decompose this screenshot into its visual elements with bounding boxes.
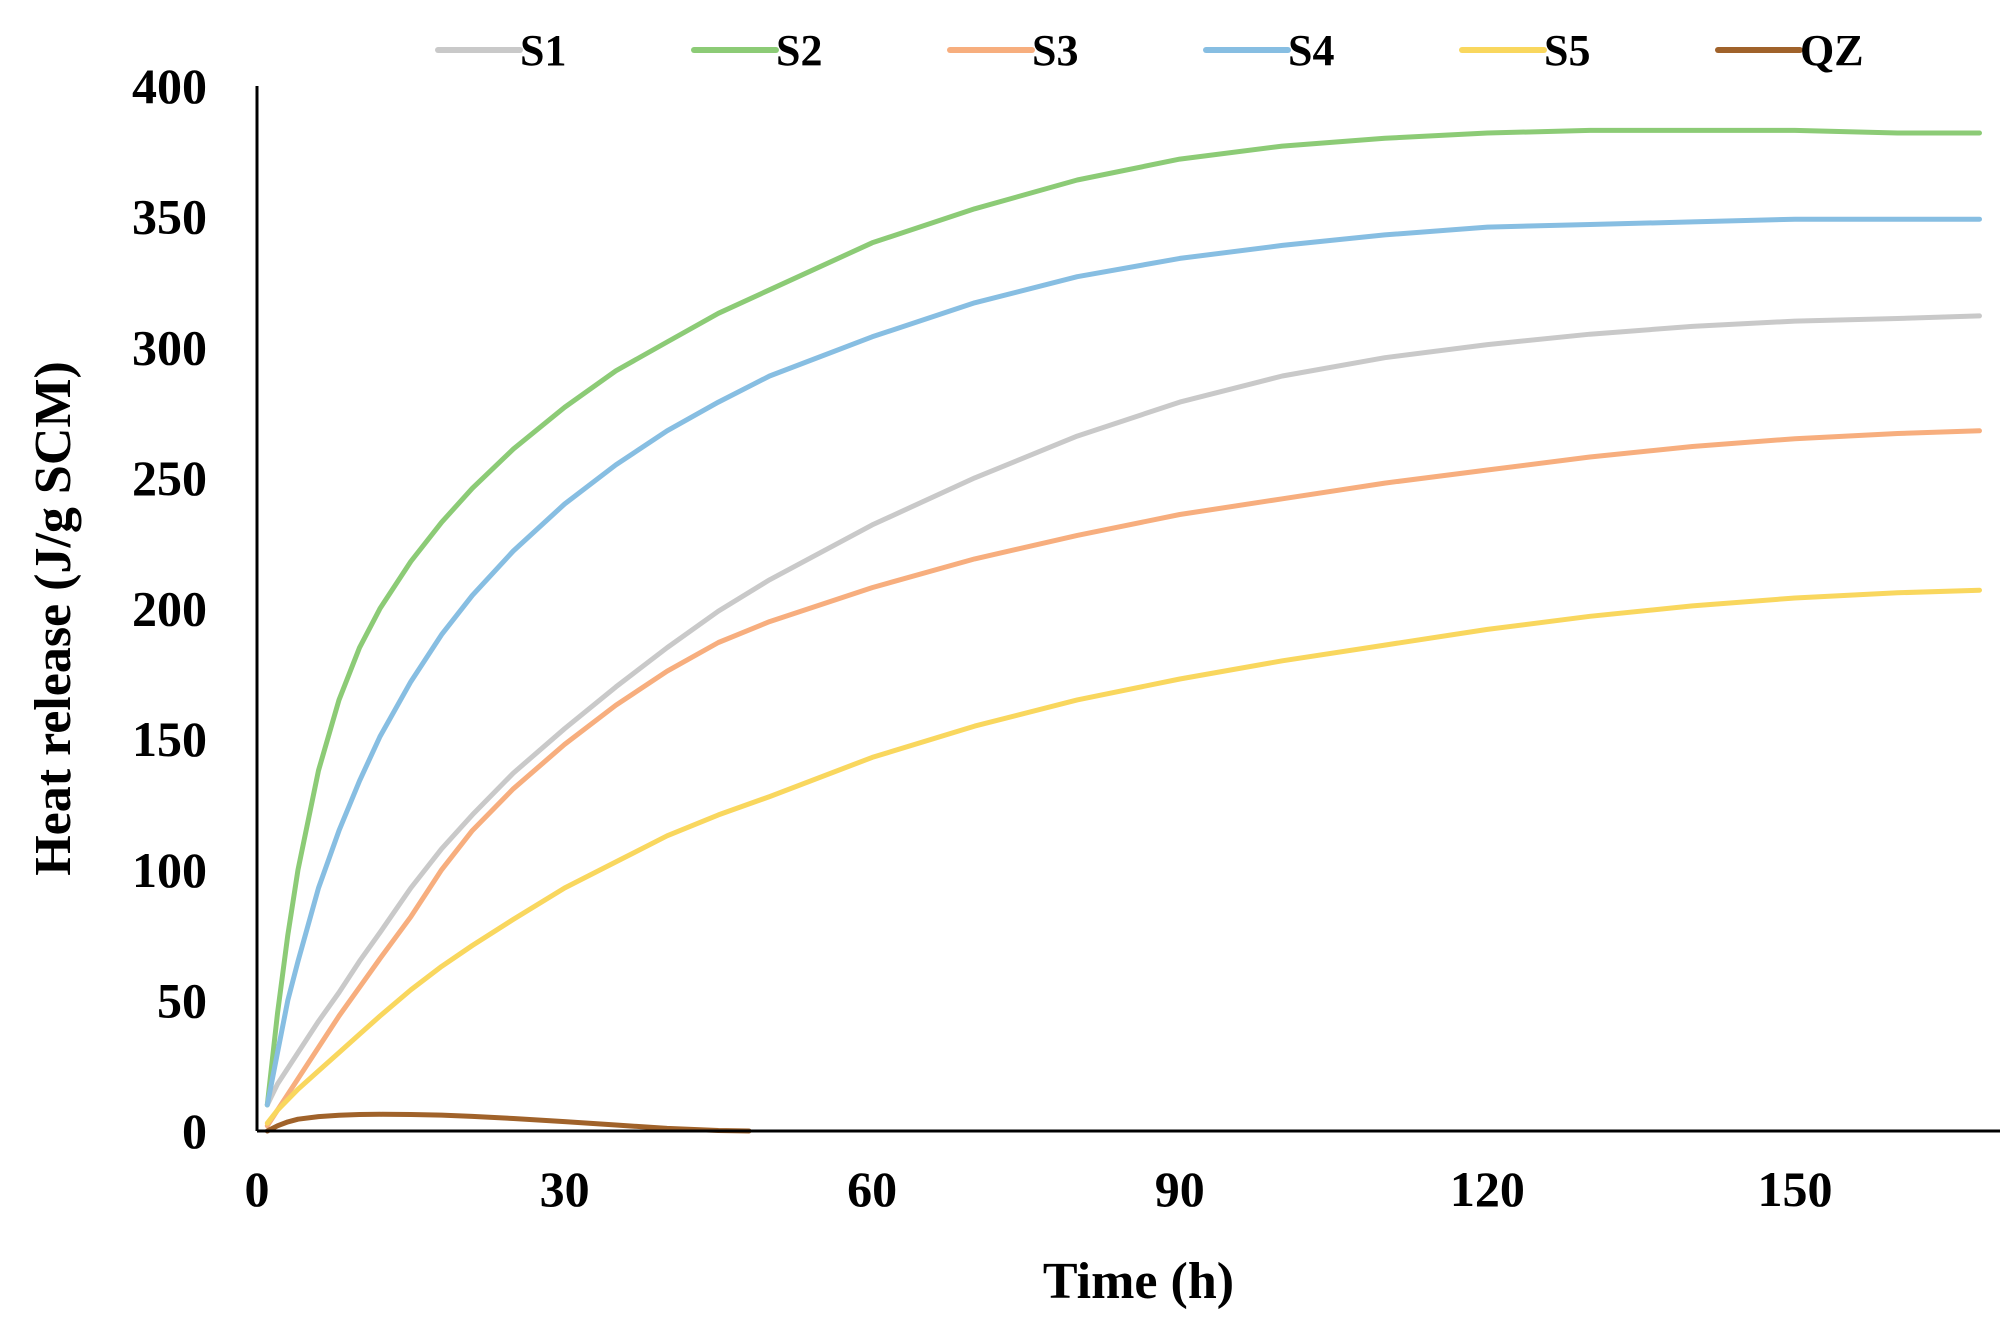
series-line-s5	[264, 587, 1982, 1126]
y-tick-label: 0	[182, 1103, 207, 1159]
y-tick-label: 200	[132, 581, 207, 637]
legend-label-s2: S2	[776, 26, 822, 75]
legend-label-s4: S4	[1288, 26, 1334, 75]
x-tick-label: 90	[1155, 1161, 1205, 1217]
series-line-s2	[264, 127, 1982, 1108]
y-tick-label: 350	[132, 189, 207, 245]
y-tick-label: 250	[132, 450, 207, 506]
legend-label-s1: S1	[520, 26, 566, 75]
legend-label-s3: S3	[1032, 26, 1078, 75]
x-axis-title: Time (h)	[1043, 1253, 1234, 1310]
y-tick-label: 150	[132, 711, 207, 767]
x-tick-label: 60	[847, 1161, 897, 1217]
x-tick-label: 120	[1450, 1161, 1525, 1217]
series-line-s4	[264, 216, 1982, 1108]
x-tick-label: 0	[245, 1161, 270, 1217]
y-tick-labels: 0 50 100 150 200 250 300 350 400	[132, 58, 207, 1159]
x-tick-label: 30	[540, 1161, 590, 1217]
y-tick-label: 300	[132, 319, 207, 375]
series-line-s1	[264, 313, 1982, 1108]
series-line-qz	[264, 1111, 752, 1134]
legend-label-qz: QZ	[1800, 26, 1864, 75]
y-tick-label: 400	[132, 58, 207, 114]
axes	[255, 86, 2000, 1133]
legend: S1 S2 S3 S4 S5 QZ	[435, 26, 1864, 75]
y-tick-label: 50	[157, 972, 207, 1028]
x-tick-labels: 0 30 60 90 120 150	[245, 1161, 1833, 1217]
x-tick-label: 150	[1757, 1161, 1832, 1217]
series-line-s3	[264, 428, 1982, 1129]
y-tick-label: 100	[132, 842, 207, 898]
legend-label-s5: S5	[1544, 26, 1590, 75]
y-axis-title: Heat release (J/g SCM)	[25, 361, 82, 876]
series-group	[264, 127, 1982, 1134]
